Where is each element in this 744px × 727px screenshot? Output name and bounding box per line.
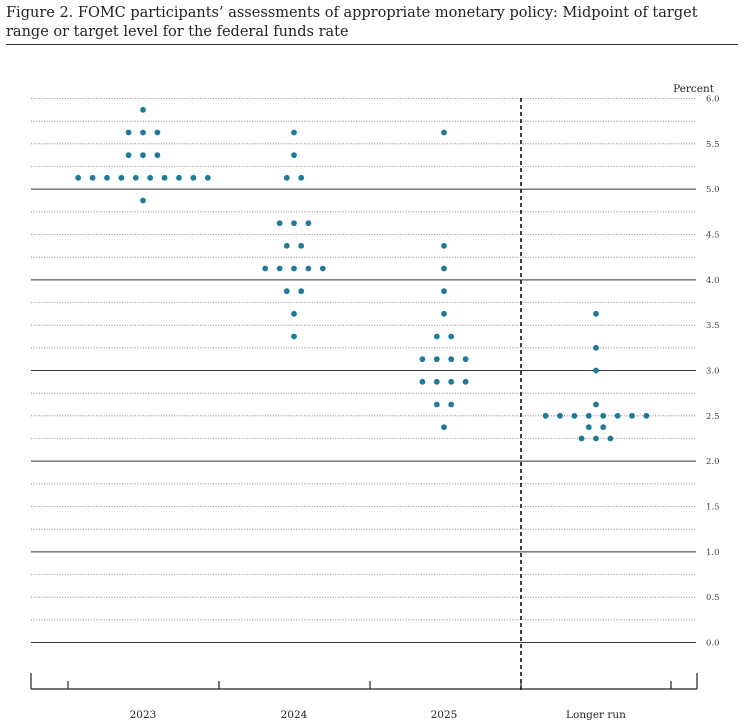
y-axis-unit-label: Percent [673, 83, 715, 95]
participant-dot [319, 265, 326, 272]
participant-dot [75, 174, 82, 181]
y-tick-label: 3.0 [706, 367, 720, 377]
participant-dot [593, 310, 599, 317]
participant-dot [262, 265, 269, 272]
participant-dot [298, 174, 305, 181]
participant-dot [441, 129, 447, 136]
participant-dot [462, 356, 469, 363]
participant-dot [154, 152, 161, 159]
participant-dot [154, 129, 161, 136]
participant-dot [140, 152, 146, 159]
participant-dot [125, 152, 132, 159]
participant-dot [571, 412, 578, 419]
participant-dot [433, 401, 440, 408]
y-tick-label: 4.0 [706, 276, 720, 286]
participant-dot [448, 378, 455, 385]
participant-dot [283, 242, 290, 249]
participant-dot [283, 174, 290, 181]
participant-dot [441, 242, 447, 249]
participant-dot [283, 288, 290, 295]
y-tick-label: 0.0 [706, 639, 720, 649]
participant-dot [419, 356, 426, 363]
grid-lines [31, 98, 696, 643]
participant-dot [298, 288, 305, 295]
participant-dot [441, 424, 447, 431]
x-tick-label: 2024 [281, 709, 308, 721]
participant-dot [448, 333, 455, 340]
participant-dot [276, 265, 283, 272]
participant-dot [298, 242, 305, 249]
participant-dot [276, 220, 283, 227]
y-tick-label: 6.0 [706, 95, 720, 105]
participant-dot [600, 424, 607, 431]
participant-dot [441, 265, 447, 272]
participant-dot [593, 344, 599, 351]
participant-dot [419, 378, 426, 385]
participant-dot [614, 412, 621, 419]
participant-dot [441, 310, 447, 317]
y-tick-label: 4.5 [706, 231, 720, 241]
participant-dot [448, 401, 455, 408]
participant-dot [600, 412, 607, 419]
y-tick-label: 1.0 [706, 548, 720, 558]
x-tick-labels: 2023 2024 2025 Longer run [130, 709, 627, 721]
participant-dot [585, 412, 592, 419]
y-tick-label: 2.5 [706, 412, 720, 422]
x-axis [30, 673, 698, 690]
participant-dot [542, 412, 549, 419]
participant-dot [607, 435, 614, 442]
participant-dot [629, 412, 635, 419]
participant-dot [132, 174, 139, 181]
participant-dot [140, 106, 146, 113]
y-tick-label: 3.5 [706, 321, 720, 331]
participant-dot [140, 129, 146, 136]
participant-dot [89, 174, 96, 181]
figure-title: Figure 2. FOMC participants’ assessments… [6, 5, 698, 40]
participant-dot [448, 356, 455, 363]
y-tick-label: 1.5 [706, 503, 720, 513]
title-rule [6, 44, 738, 45]
participant-dot [291, 265, 297, 272]
x-tick-label: 2025 [431, 709, 458, 721]
participant-dot [462, 378, 469, 385]
participant-dot [204, 174, 211, 181]
participant-dot [557, 412, 563, 419]
participant-dot [593, 367, 599, 374]
participant-dot [125, 129, 132, 136]
participant-dot [161, 174, 168, 181]
participant-dot [291, 333, 297, 340]
participant-dot [433, 356, 440, 363]
participant-dot [291, 220, 297, 227]
participant-dot [433, 378, 440, 385]
participant-dot [433, 333, 440, 340]
participant-dot [118, 174, 125, 181]
participant-dot [190, 174, 197, 181]
dots-layer [75, 106, 650, 442]
y-tick-labels: 0.0 0.5 1.0 1.5 2.0 2.5 3.0 3.5 4.0 4.5 5.0 5.5 6.0 [706, 95, 720, 649]
participant-dot [104, 174, 110, 181]
y-tick-label: 5.0 [706, 185, 720, 195]
participant-dot [176, 174, 182, 181]
participant-dot [305, 220, 312, 227]
participant-dot [147, 174, 154, 181]
participant-dot [585, 424, 592, 431]
x-tick-label: Longer run [566, 709, 626, 721]
x-tick-label: 2023 [130, 709, 157, 721]
participant-dot [578, 435, 585, 442]
participant-dot [593, 435, 599, 442]
participant-dot [593, 401, 599, 408]
y-tick-label: 2.0 [706, 457, 720, 467]
y-tick-label: 5.5 [706, 140, 720, 150]
participant-dot [305, 265, 312, 272]
participant-dot [140, 197, 146, 204]
participant-dot [643, 412, 650, 419]
participant-dot [291, 129, 297, 136]
participant-dot [441, 288, 447, 295]
participant-dot [291, 152, 297, 159]
y-tick-label: 0.5 [706, 593, 720, 603]
participant-dot [291, 310, 297, 317]
